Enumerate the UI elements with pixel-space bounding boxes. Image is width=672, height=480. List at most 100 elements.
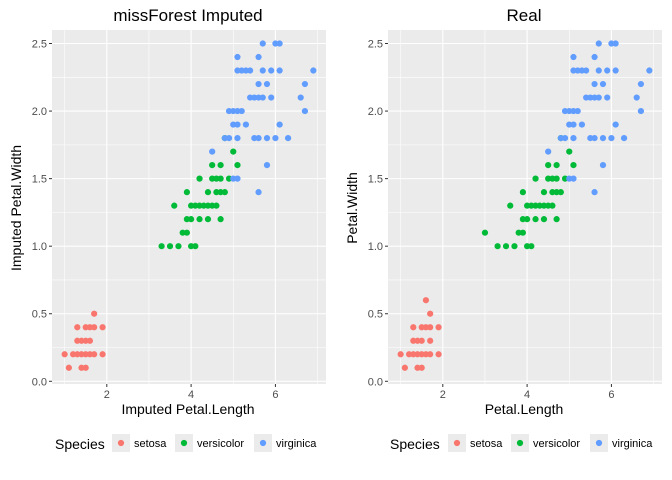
- data-point-versicolor: [204, 216, 212, 223]
- data-point-setosa: [86, 337, 94, 344]
- data-point-setosa: [435, 324, 442, 331]
- data-point-virginica: [604, 94, 611, 101]
- data-point-virginica: [599, 134, 607, 142]
- data-point-versicolor: [519, 229, 526, 236]
- legend-label-virginica: virginica: [276, 438, 317, 450]
- y-tick-label: 0.5: [32, 309, 47, 321]
- data-point-virginica: [276, 67, 283, 74]
- x-tick-label: 2: [104, 389, 110, 401]
- data-point-versicolor: [557, 189, 564, 196]
- data-point-virginica: [595, 67, 602, 74]
- data-point-versicolor: [209, 162, 216, 169]
- data-point-virginica: [570, 53, 577, 61]
- legend-label-versicolor: versicolor: [533, 438, 580, 450]
- data-point-versicolor: [553, 162, 560, 169]
- data-point-versicolor: [532, 216, 539, 223]
- data-point-virginica: [272, 134, 279, 142]
- x-tick-label: 4: [188, 389, 194, 401]
- data-point-versicolor: [234, 162, 241, 169]
- data-point-virginica: [637, 107, 645, 115]
- data-point-virginica: [633, 94, 640, 101]
- data-point-versicolor: [183, 229, 190, 236]
- data-point-virginica: [574, 107, 581, 115]
- data-point-versicolor: [540, 216, 548, 223]
- data-point-versicolor: [524, 216, 531, 223]
- data-point-virginica: [591, 53, 598, 61]
- data-point-versicolor: [196, 216, 203, 223]
- data-point-setosa: [99, 324, 106, 331]
- data-point-virginica: [591, 80, 598, 88]
- data-point-versicolor: [230, 148, 237, 155]
- data-point-virginica: [242, 121, 250, 128]
- legend-marker-virginica: [595, 439, 603, 447]
- data-point-versicolor: [192, 243, 199, 250]
- data-point-virginica: [583, 67, 590, 74]
- data-point-virginica: [255, 53, 262, 61]
- legend-label-setosa: setosa: [470, 438, 503, 450]
- legend-marker-versicolor: [516, 439, 524, 447]
- y-tick-label: 2.0: [32, 106, 47, 118]
- legend-marker-setosa: [117, 439, 125, 447]
- data-point-virginica: [604, 67, 611, 74]
- y-axis-title: Imputed Petal.Width: [8, 145, 24, 271]
- data-point-virginica: [570, 175, 577, 182]
- legend: Species setosa versicolor virginica: [55, 434, 317, 452]
- data-point-setosa: [422, 297, 430, 304]
- data-point-setosa: [418, 337, 425, 344]
- data-point-virginica: [595, 40, 602, 47]
- data-point-versicolor: [502, 243, 510, 250]
- data-point-virginica: [268, 94, 275, 101]
- y-tick-label: 1.0: [368, 241, 383, 253]
- data-point-virginica: [234, 175, 241, 182]
- data-point-virginica: [561, 134, 569, 142]
- data-point-versicolor: [217, 162, 224, 169]
- y-tick-label: 1.5: [32, 174, 47, 186]
- data-point-setosa: [91, 351, 98, 358]
- data-point-versicolor: [183, 189, 190, 196]
- x-tick-label: 6: [272, 389, 278, 401]
- data-point-versicolor: [553, 175, 560, 182]
- data-point-virginica: [297, 94, 304, 101]
- data-point-virginica: [599, 80, 607, 88]
- y-tick-label: 2.0: [368, 106, 383, 118]
- y-tick-label: 1.0: [32, 241, 47, 253]
- data-point-virginica: [620, 134, 628, 142]
- data-point-versicolor: [507, 202, 514, 209]
- data-point-versicolor: [511, 243, 518, 250]
- data-point-virginica: [234, 121, 241, 128]
- data-point-virginica: [263, 162, 271, 169]
- data-point-versicolor: [204, 189, 212, 196]
- data-point-virginica: [591, 189, 598, 196]
- data-point-setosa: [410, 324, 417, 331]
- data-point-virginica: [608, 134, 615, 142]
- legend-title: Species: [390, 436, 440, 452]
- data-point-setosa: [418, 364, 425, 371]
- data-point-setosa: [427, 324, 434, 331]
- data-point-versicolor: [217, 175, 224, 182]
- data-point-versicolor: [545, 162, 552, 169]
- data-point-setosa: [65, 364, 72, 371]
- data-point-setosa: [397, 351, 404, 358]
- data-point-virginica: [284, 134, 292, 142]
- data-point-virginica: [591, 134, 598, 142]
- data-point-virginica: [646, 67, 653, 74]
- data-point-virginica: [247, 67, 254, 74]
- data-point-virginica: [310, 67, 317, 74]
- y-tick-label: 0.0: [32, 376, 47, 388]
- data-point-setosa: [401, 364, 408, 371]
- legend: Species setosa versicolor virginica: [390, 434, 653, 452]
- y-tick-label: 1.5: [368, 174, 383, 186]
- y-tick-label: 0.0: [368, 376, 383, 388]
- data-point-setosa: [427, 337, 434, 344]
- data-point-versicolor: [175, 243, 182, 250]
- data-point-virginica: [276, 40, 283, 47]
- legend-label-setosa: setosa: [134, 438, 167, 450]
- chart-real: Real Petal.Length Petal.Width 2 4 6 0.0 0.5 1…: [344, 6, 662, 417]
- data-point-virginica: [259, 40, 266, 47]
- data-point-virginica: [578, 121, 586, 128]
- data-point-virginica: [255, 189, 262, 196]
- data-point-setosa: [427, 351, 434, 358]
- data-point-versicolor: [171, 202, 178, 209]
- data-point-virginica: [263, 80, 271, 88]
